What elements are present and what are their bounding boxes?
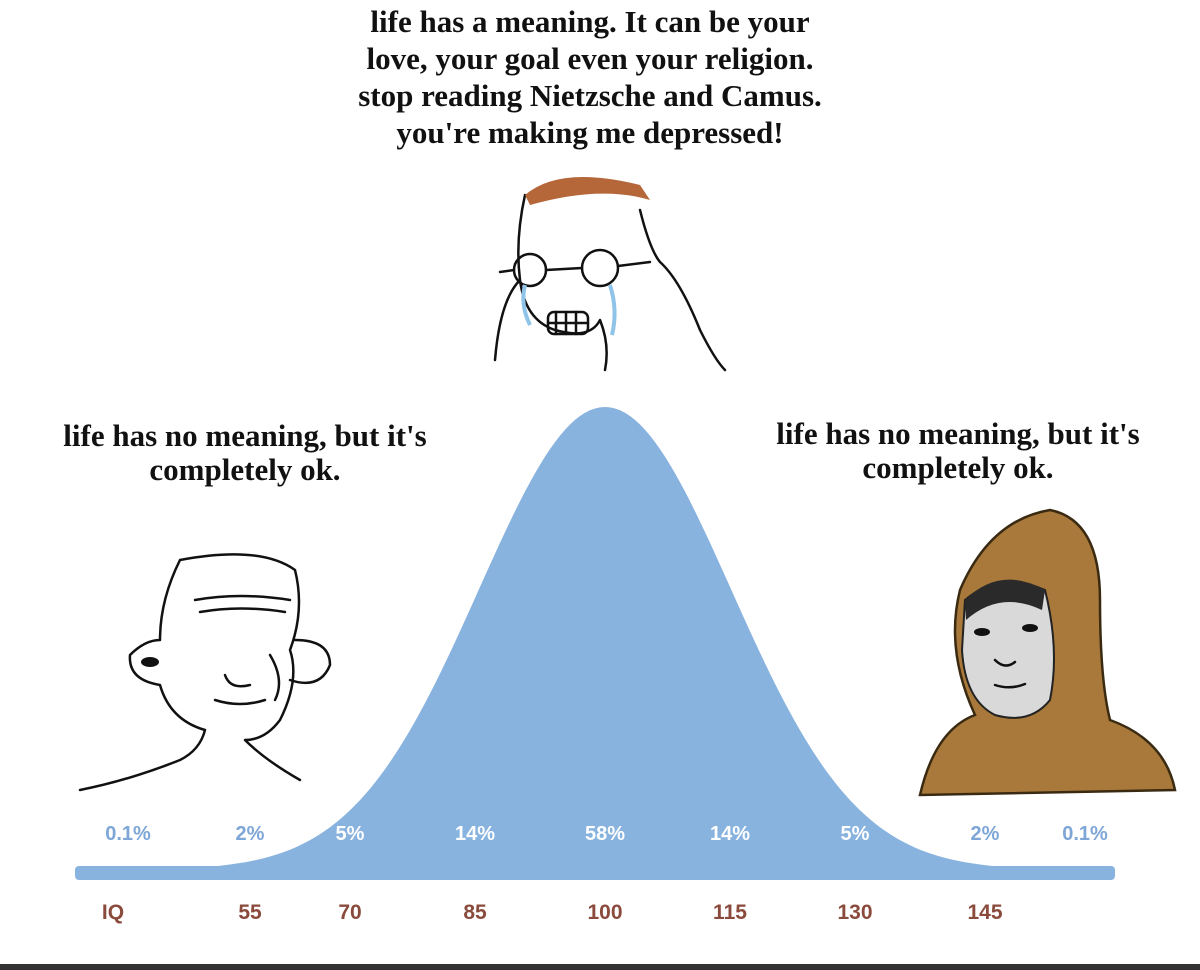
top-caption: stop reading Nietzsche and Camus. <box>358 78 822 113</box>
percent-label: 14% <box>710 823 750 845</box>
top-caption: love, your goal even your religion. <box>367 41 814 76</box>
eye <box>974 628 990 636</box>
iq-tick: 70 <box>338 901 361 924</box>
right-caption: completely ok. <box>862 450 1053 485</box>
iq-tick: 130 <box>837 901 872 924</box>
percent-label: 0.1% <box>1062 823 1108 845</box>
eye <box>1022 624 1038 632</box>
iq-tick: 115 <box>713 901 747 924</box>
eye <box>141 657 159 667</box>
percent-label: 58% <box>585 823 625 845</box>
percent-label: 0.1% <box>105 823 151 845</box>
tears <box>521 284 617 336</box>
percent-label: 5% <box>336 823 365 845</box>
iq-tick: 145 <box>967 901 1002 924</box>
percent-label: 14% <box>455 823 495 845</box>
bottom-bar <box>0 964 1200 970</box>
percent-label: 2% <box>971 823 1000 845</box>
bangs <box>965 579 1045 620</box>
curve <box>75 407 1115 870</box>
hooded-character <box>918 508 1177 797</box>
iq-tick: 100 <box>587 901 622 924</box>
simple-character <box>78 553 332 792</box>
texts: life has a meaning. It can be yourlove, … <box>63 4 1139 924</box>
axis-label: IQ <box>102 901 124 924</box>
left-caption: completely ok. <box>149 452 340 487</box>
left-caption: life has no meaning, but it's <box>63 418 426 453</box>
crying-character <box>493 177 727 372</box>
hair <box>525 177 650 205</box>
bell-curve <box>75 407 1115 880</box>
iq-tick: 55 <box>238 901 262 924</box>
top-caption: you're making me depressed! <box>396 115 783 150</box>
right-caption: life has no meaning, but it's <box>776 416 1139 451</box>
iq-tick: 85 <box>463 901 487 924</box>
percent-label: 2% <box>236 823 265 845</box>
top-caption: life has a meaning. It can be your <box>370 4 809 39</box>
percent-label: 5% <box>841 823 870 845</box>
